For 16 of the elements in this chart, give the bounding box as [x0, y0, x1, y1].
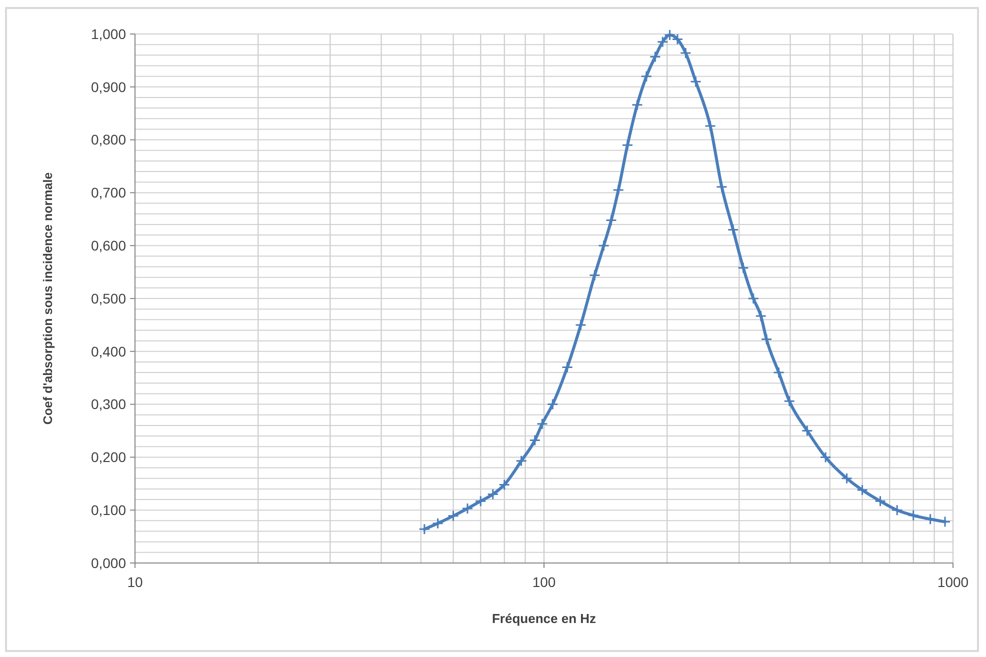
y-tick-label: 0,400	[90, 343, 126, 360]
y-tick-label: 0,200	[90, 449, 126, 466]
y-tick-label: 0,900	[90, 78, 126, 95]
y-tick-label: 0,000	[90, 554, 126, 571]
y-tick-label: 0,700	[90, 184, 126, 201]
y-tick-label: 0,600	[90, 238, 126, 254]
y-axis-title: Coef d'absorption sous incidence normale	[41, 172, 55, 425]
y-tick-label: 1,000	[90, 26, 126, 42]
x-tick-label: 100	[532, 574, 556, 590]
x-tick-label: 10	[127, 574, 143, 590]
x-tick-label: 1000	[937, 574, 969, 590]
y-tick-label: 0,500	[90, 290, 126, 306]
x-axis-title: Fréquence en Hz	[492, 611, 597, 626]
y-tick-label: 0,300	[90, 396, 126, 412]
y-tick-label: 0,100	[90, 502, 126, 518]
y-tick-label: 0,800	[90, 132, 126, 148]
